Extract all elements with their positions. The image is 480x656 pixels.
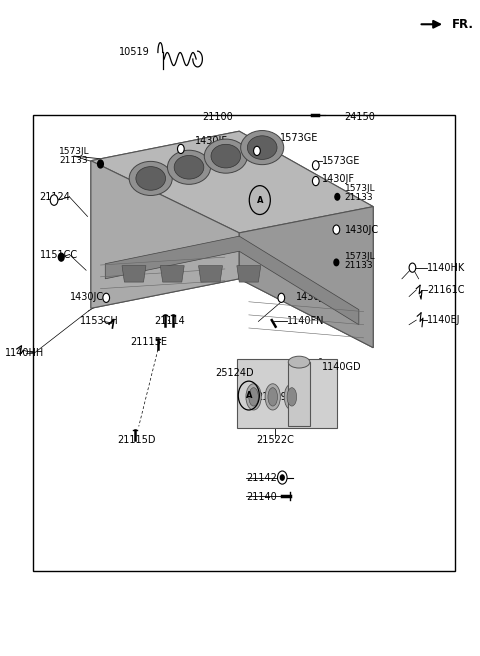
Polygon shape bbox=[239, 207, 373, 348]
Polygon shape bbox=[91, 131, 373, 348]
Ellipse shape bbox=[268, 388, 277, 406]
Polygon shape bbox=[91, 131, 373, 233]
Circle shape bbox=[280, 475, 284, 480]
Ellipse shape bbox=[249, 388, 258, 406]
Text: 21522C: 21522C bbox=[256, 434, 294, 445]
Text: 1430JC: 1430JC bbox=[71, 291, 105, 302]
Ellipse shape bbox=[287, 388, 297, 406]
Circle shape bbox=[334, 259, 339, 266]
Text: 1140HH: 1140HH bbox=[5, 348, 44, 358]
Circle shape bbox=[278, 293, 285, 302]
Text: A: A bbox=[256, 195, 263, 205]
Text: 1430JC: 1430JC bbox=[345, 224, 379, 235]
Bar bbox=[288, 362, 310, 426]
Bar bbox=[34, 115, 455, 571]
Text: 1573GE: 1573GE bbox=[280, 133, 318, 143]
Polygon shape bbox=[199, 266, 223, 282]
Text: 25124D: 25124D bbox=[215, 367, 254, 378]
Polygon shape bbox=[122, 266, 146, 282]
Text: 1153CH: 1153CH bbox=[80, 316, 119, 327]
Text: 1573JL
21133: 1573JL 21133 bbox=[345, 184, 375, 202]
Text: 21115E: 21115E bbox=[130, 337, 167, 348]
Text: 1151CC: 1151CC bbox=[40, 249, 78, 260]
Text: 1430JF: 1430JF bbox=[322, 174, 355, 184]
Circle shape bbox=[312, 176, 319, 186]
Circle shape bbox=[277, 471, 287, 484]
Polygon shape bbox=[105, 236, 359, 325]
Polygon shape bbox=[91, 161, 239, 308]
Circle shape bbox=[253, 146, 260, 155]
Text: 21114: 21114 bbox=[155, 316, 185, 327]
Text: 1140FN: 1140FN bbox=[287, 316, 324, 327]
Ellipse shape bbox=[284, 384, 300, 410]
Text: A: A bbox=[246, 391, 252, 400]
Circle shape bbox=[103, 293, 109, 302]
Ellipse shape bbox=[265, 384, 280, 410]
Text: 1140GD: 1140GD bbox=[322, 362, 361, 373]
Polygon shape bbox=[160, 266, 184, 282]
Ellipse shape bbox=[136, 167, 166, 190]
Circle shape bbox=[59, 253, 64, 261]
Text: 21142: 21142 bbox=[246, 472, 277, 483]
Text: 10519: 10519 bbox=[119, 47, 149, 57]
Text: 1430JC: 1430JC bbox=[296, 291, 330, 302]
Text: 21119B: 21119B bbox=[256, 392, 294, 402]
Polygon shape bbox=[237, 266, 261, 282]
Text: 21115D: 21115D bbox=[117, 434, 156, 445]
Ellipse shape bbox=[240, 131, 284, 165]
Ellipse shape bbox=[247, 136, 277, 159]
Text: 1573JL
21133: 1573JL 21133 bbox=[59, 147, 89, 165]
Bar bbox=[237, 359, 337, 428]
Ellipse shape bbox=[168, 150, 211, 184]
Circle shape bbox=[178, 144, 184, 154]
Circle shape bbox=[50, 195, 58, 205]
Circle shape bbox=[335, 194, 340, 200]
Ellipse shape bbox=[129, 161, 172, 195]
Ellipse shape bbox=[211, 144, 240, 168]
Ellipse shape bbox=[288, 356, 310, 368]
Text: 1573JL
21133: 1573JL 21133 bbox=[345, 252, 375, 270]
Circle shape bbox=[312, 161, 319, 170]
Text: 24150: 24150 bbox=[345, 112, 375, 122]
Circle shape bbox=[333, 225, 340, 234]
Text: 1140HK: 1140HK bbox=[427, 262, 465, 273]
Circle shape bbox=[409, 263, 416, 272]
Text: 1573GE: 1573GE bbox=[322, 155, 360, 166]
Text: 1430JF: 1430JF bbox=[195, 136, 228, 146]
Text: 21100: 21100 bbox=[203, 112, 233, 122]
Ellipse shape bbox=[204, 139, 247, 173]
Text: FR.: FR. bbox=[452, 18, 474, 31]
Circle shape bbox=[97, 160, 103, 168]
Ellipse shape bbox=[246, 384, 261, 410]
Text: 21161C: 21161C bbox=[427, 285, 464, 295]
Text: 1140EJ: 1140EJ bbox=[427, 315, 460, 325]
Text: 21124: 21124 bbox=[40, 192, 71, 202]
Text: 21140: 21140 bbox=[246, 491, 277, 502]
Ellipse shape bbox=[174, 155, 204, 179]
